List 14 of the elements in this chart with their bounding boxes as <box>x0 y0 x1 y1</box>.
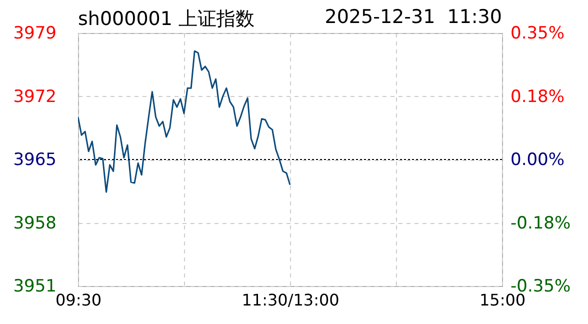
x-tick-label: 11:30/13:00 <box>242 290 340 310</box>
chart-title: sh000001 上证指数 <box>78 7 255 32</box>
y2-tick-label: 0.00% <box>510 150 565 170</box>
y-tick-label: 3958 <box>13 213 56 234</box>
y-tick-label: 3965 <box>13 150 56 170</box>
y2-tick-label: 0.18% <box>510 86 565 107</box>
y2-tick-label: 0.35% <box>510 24 565 44</box>
y-tick-label: 3972 <box>13 86 56 107</box>
y-tick-label: 3979 <box>13 24 56 44</box>
y2-tick-label: -0.18% <box>510 213 571 234</box>
y-tick-label: 3951 <box>13 276 56 296</box>
x-tick-label: 09:30 <box>55 290 102 310</box>
line-series <box>78 50 291 193</box>
chart-subtitle: 2025-12-31 11:30 <box>324 6 502 28</box>
